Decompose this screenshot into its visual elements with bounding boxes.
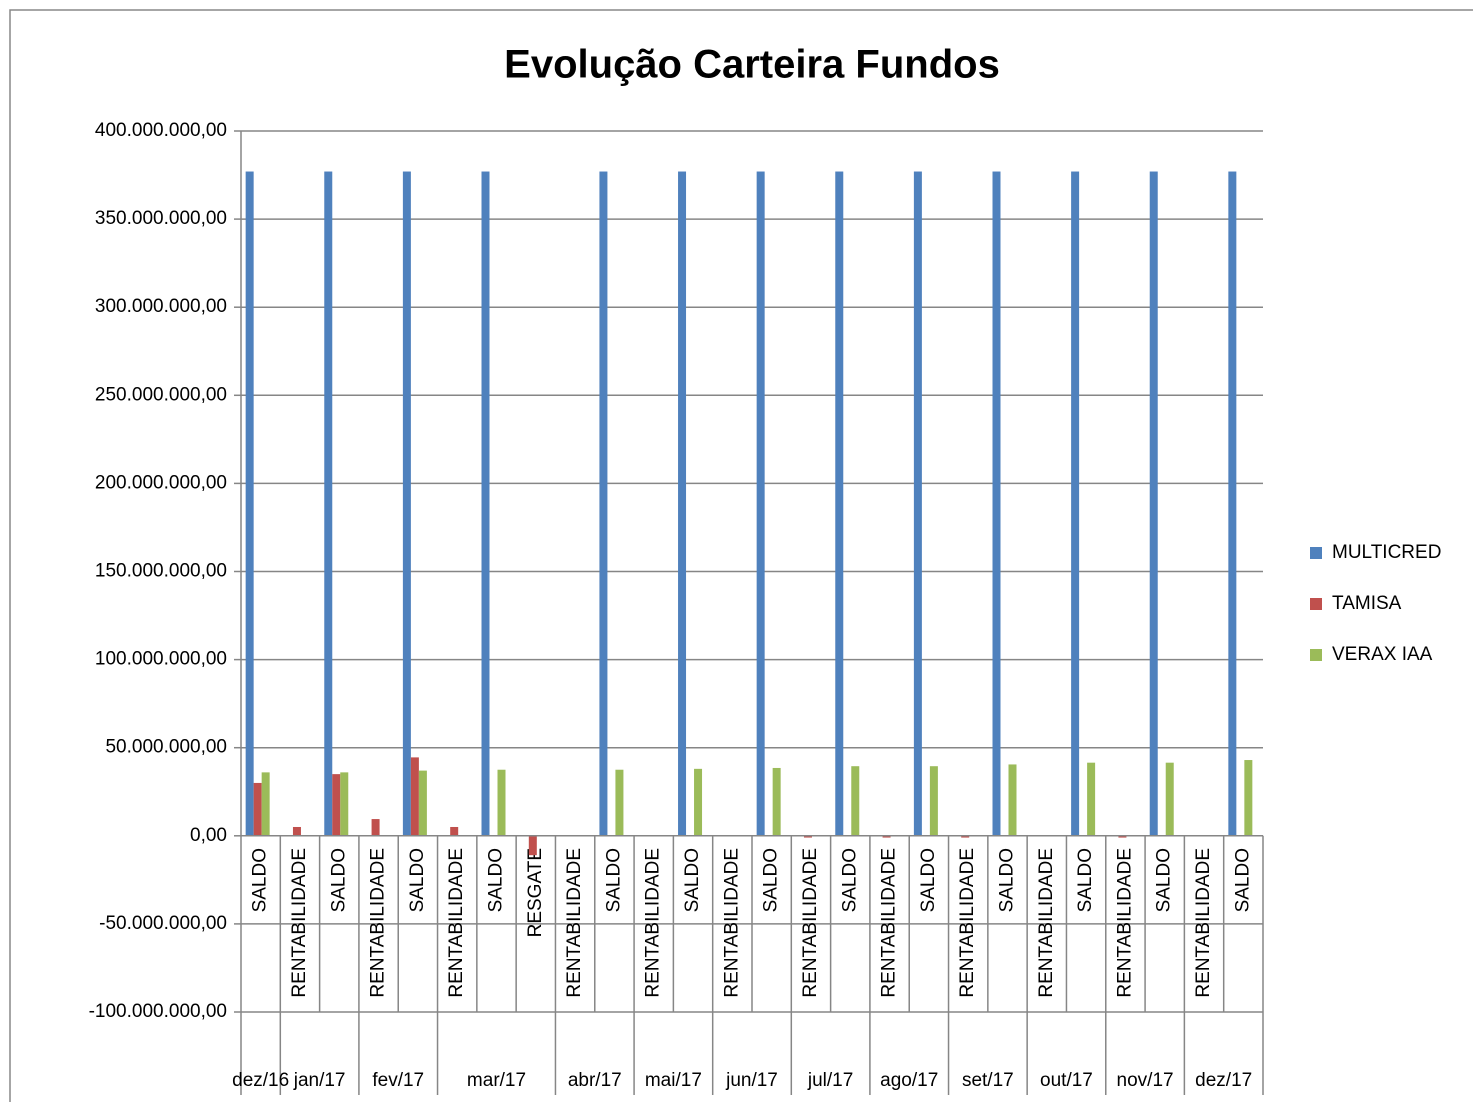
bar [253,782,262,836]
bar [615,769,624,836]
x-tick-label: SALDO [1154,848,1175,912]
x-tick-label: RENTABILIDADE [721,848,742,998]
bar [261,772,270,836]
y-tick-label: 200.000.000,00 [95,472,227,493]
bar [1228,171,1237,836]
bar [756,171,765,836]
y-tick-label: -50.000.000,00 [99,913,227,934]
x-tick-label: RENTABILIDADE [289,848,310,998]
y-tick-label: 400.000.000,00 [95,120,227,141]
y-tick-label: 300.000.000,00 [95,296,227,317]
bar [803,835,812,838]
x-tick-label: SALDO [250,848,271,912]
bar [678,171,687,836]
x-tick-label: SALDO [997,848,1018,912]
bar [772,767,781,836]
legend-swatch [1310,649,1322,661]
bar [1071,171,1080,836]
bar [694,768,703,836]
x-group-label: nov/17 [1117,1070,1174,1091]
legend-label: MULTICRED [1332,542,1441,563]
x-group-label: abr/17 [568,1070,622,1091]
bar [1149,171,1158,836]
bar [418,770,427,836]
x-tick-label: SALDO [839,848,860,912]
x-tick-label: RENTABILIDADE [800,848,821,998]
x-group-label: mar/17 [467,1070,526,1091]
bar [913,171,922,836]
bar [340,772,349,836]
bar [961,835,970,838]
bar [1087,762,1096,836]
x-group-label: jul/17 [807,1070,853,1091]
x-tick-label: SALDO [1075,848,1096,912]
bar [481,171,490,836]
x-group-label: fev/17 [372,1070,424,1091]
x-group-label: dez/16 [232,1070,289,1091]
bar [835,171,844,836]
bar [371,819,380,836]
x-tick-label: RENTABILIDADE [1036,848,1057,998]
x-group-label: jan/17 [293,1070,346,1091]
bar [332,774,341,836]
bar [528,835,537,856]
bar [929,766,938,836]
chart-title: Evolução Carteira Fundos [504,43,1000,87]
legend-label: TAMISA [1332,593,1402,614]
legend-label: VERAX IAA [1332,644,1433,665]
y-tick-label: 150.000.000,00 [95,561,227,582]
x-tick-label: RENTABILIDADE [1193,848,1214,998]
x-tick-label: SALDO [603,848,624,912]
y-tick-label: 100.000.000,00 [95,649,227,670]
x-tick-label: RESGATE [525,848,546,937]
y-tick-label: 0,00 [190,825,227,846]
y-tick-label: -100.000.000,00 [89,1001,227,1022]
x-tick-label: RENTABILIDADE [957,848,978,998]
x-group-label: dez/17 [1195,1070,1252,1091]
x-group-label: jun/17 [725,1070,778,1091]
x-tick-label: RENTABILIDADE [643,848,664,998]
bar [1244,760,1253,836]
legend-swatch [1310,598,1322,610]
y-tick-label: 250.000.000,00 [95,384,227,405]
x-group-label: out/17 [1040,1070,1093,1091]
x-tick-label: SALDO [1232,848,1253,912]
bar [402,171,411,836]
bar [1118,835,1127,838]
bar [245,171,254,836]
x-tick-label: SALDO [328,848,349,912]
bar [1008,764,1017,836]
x-tick-label: SALDO [486,848,507,912]
legend-swatch [1310,547,1322,559]
bar [497,769,506,836]
x-group-label: ago/17 [880,1070,938,1091]
x-tick-label: SALDO [407,848,428,912]
bar [324,171,333,836]
bar [599,171,608,836]
bar [1165,762,1174,836]
chart-frame [9,9,1473,1102]
x-tick-label: SALDO [682,848,703,912]
bar [292,826,301,836]
bar [851,766,860,836]
bar [410,757,419,836]
bar [882,835,891,838]
x-group-label: mai/17 [645,1070,702,1091]
x-tick-label: RENTABILIDADE [879,848,900,998]
x-tick-label: SALDO [918,848,939,912]
x-tick-label: SALDO [761,848,782,912]
x-tick-label: RENTABILIDADE [446,848,467,998]
x-group-label: set/17 [962,1070,1014,1091]
y-tick-label: 350.000.000,00 [95,208,227,229]
bar [450,826,459,836]
bar [992,171,1001,836]
y-tick-label: 50.000.000,00 [105,737,227,758]
x-tick-label: RENTABILIDADE [564,848,585,998]
x-tick-label: RENTABILIDADE [368,848,389,998]
x-tick-label: RENTABILIDADE [1114,848,1135,998]
